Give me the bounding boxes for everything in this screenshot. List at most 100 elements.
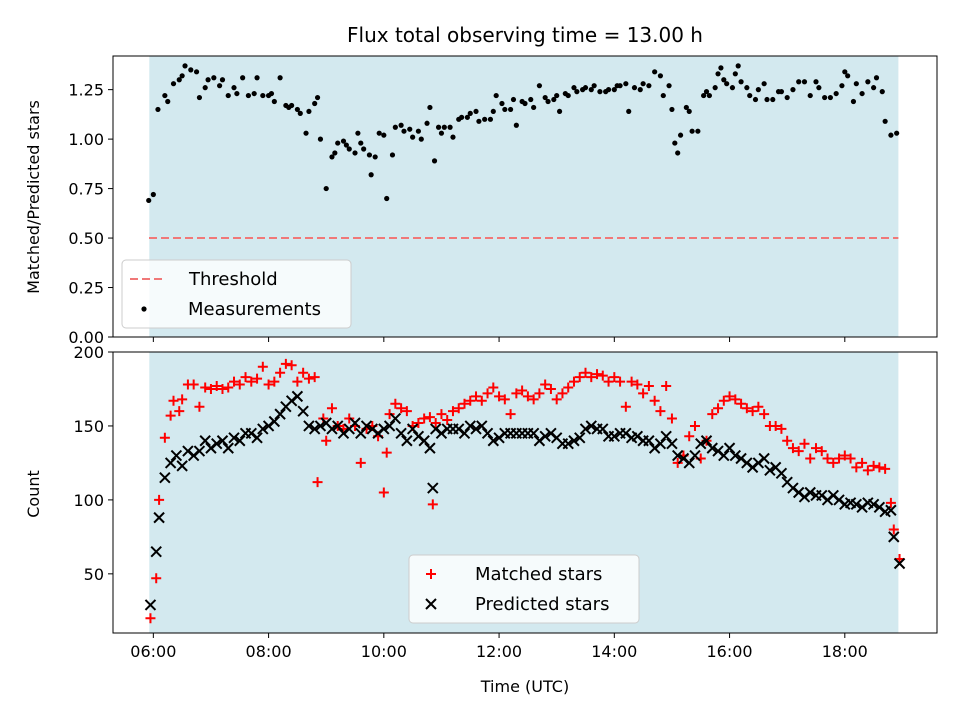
bottom-y-axis-label: Count [24, 470, 43, 518]
legend-label: Measurements [188, 299, 321, 320]
data-point [395, 427, 407, 440]
data-point [234, 379, 245, 390]
data-point [346, 146, 352, 152]
data-point [240, 372, 251, 383]
data-point [661, 381, 672, 392]
series-plus [145, 358, 905, 624]
data-point [683, 104, 689, 111]
data-point [381, 447, 392, 458]
data-point [476, 420, 488, 432]
data-point [154, 494, 165, 505]
data-point [358, 140, 364, 146]
data-point [689, 449, 701, 462]
data-point [666, 83, 672, 89]
series-cross [144, 390, 906, 611]
data-point [487, 116, 494, 122]
data-point [406, 423, 419, 435]
data-point [205, 77, 211, 83]
data-point [401, 128, 407, 134]
data-point [703, 89, 710, 95]
data-point [810, 443, 821, 454]
data-point [162, 92, 168, 99]
data-point [689, 128, 695, 134]
data-point [551, 96, 557, 103]
data-point [450, 134, 456, 140]
data-point [473, 108, 479, 115]
data-point [666, 437, 678, 450]
data-point [165, 98, 171, 105]
data-point [851, 462, 862, 473]
data-point [657, 73, 664, 79]
data-point [487, 435, 500, 447]
data-point [608, 430, 621, 443]
data-point [177, 394, 188, 405]
data-point [638, 388, 649, 399]
data-point [712, 85, 718, 91]
data-point [378, 423, 390, 435]
data-point [741, 403, 752, 414]
data-point [476, 395, 487, 406]
data-point [545, 383, 556, 394]
data-point [888, 132, 894, 138]
data-point [752, 96, 759, 103]
data-point [695, 437, 707, 450]
data-point [540, 379, 551, 390]
data-point [764, 464, 776, 477]
data-point [591, 83, 597, 89]
data-point [424, 442, 436, 454]
data-point [834, 453, 845, 464]
data-point [234, 435, 246, 447]
chart-title: Flux total observing time = 13.00 h [347, 23, 703, 47]
data-point [332, 150, 338, 156]
data-point [165, 410, 176, 421]
data-point [563, 382, 574, 393]
data-point [778, 89, 785, 95]
data-point [502, 106, 508, 113]
data-point [574, 372, 585, 383]
data-point [666, 413, 677, 424]
data-point [804, 486, 816, 499]
x-axis-label: Time (UTC) [480, 677, 569, 696]
data-point [677, 132, 684, 138]
data-point [188, 379, 199, 390]
data-point [292, 376, 303, 387]
data-point [271, 98, 277, 105]
series-dot [146, 63, 900, 204]
data-point [632, 379, 643, 390]
y-tick-label: 1.00 [68, 130, 104, 149]
data-point [857, 457, 868, 468]
data-point [488, 382, 499, 393]
data-point [145, 613, 156, 624]
data-point [435, 124, 442, 130]
data-point [640, 81, 646, 87]
data-point [588, 87, 594, 93]
data-point [723, 442, 736, 454]
data-point [441, 124, 447, 130]
data-point [151, 573, 162, 584]
data-point [758, 452, 770, 465]
y-tick-label: 200 [73, 343, 104, 362]
chart-marks: 0.00 0.25 0.50 0.75 1.00 1.25 50 100 150 200 06:00… [68, 55, 938, 661]
data-point [510, 96, 517, 103]
data-point [822, 94, 828, 101]
y-tick-label: 150 [73, 417, 104, 436]
data-point [447, 406, 458, 417]
y-tick-label: 0.75 [68, 180, 104, 199]
data-point [755, 87, 761, 93]
data-point [413, 417, 424, 428]
data-point [770, 96, 776, 103]
data-point [718, 395, 729, 406]
data-point [531, 104, 537, 111]
data-point [753, 401, 764, 412]
data-point [747, 406, 758, 417]
legend-bottom: Matched stars Predicted stars [408, 554, 640, 624]
data-point [222, 442, 234, 454]
data-point [499, 100, 505, 107]
data-point [738, 79, 744, 85]
data-point [280, 358, 291, 369]
data-point [355, 130, 361, 136]
data-point [174, 406, 185, 417]
data-point [260, 92, 266, 99]
data-point [582, 85, 589, 91]
data-point [562, 437, 574, 450]
